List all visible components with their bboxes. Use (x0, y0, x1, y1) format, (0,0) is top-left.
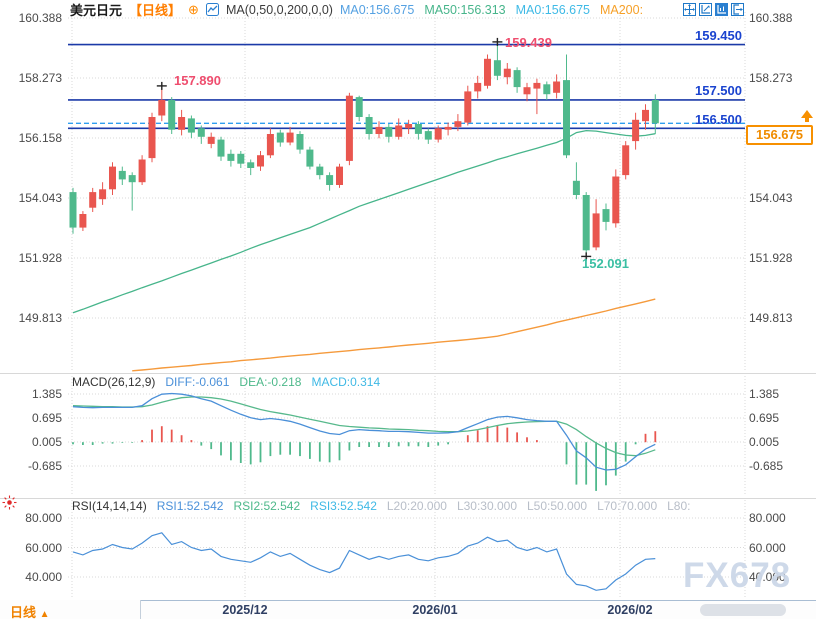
price-annotation: 159.439 (505, 35, 552, 50)
watermark: FX678 (683, 556, 792, 595)
y-axis-label-left: 154.043 (18, 191, 62, 205)
y-axis-label-right: 60.000 (749, 541, 786, 555)
y-axis-label-right: 0.005 (749, 435, 780, 449)
indicator-value: MACD:0.314 (311, 375, 381, 389)
indicator-value: RSI1:52.542 (156, 499, 224, 513)
y-axis-label-left: 156.158 (18, 131, 62, 145)
bottom-bar-separator (140, 600, 141, 619)
y-axis-label-right: 80.000 (749, 511, 786, 525)
current-price-value: 156.675 (756, 127, 803, 142)
y-axis-label-right: 0.695 (749, 411, 780, 425)
ma-value: MA0:156.675 (339, 2, 415, 17)
indicator-value: L70:70.000 (597, 499, 658, 513)
y-axis-label-left: 0.695 (31, 411, 62, 425)
y-axis-label-left: 40.000 (25, 570, 62, 584)
y-axis-label-right: 151.928 (749, 251, 793, 265)
circle-plus-icon[interactable]: ⊕ (188, 2, 199, 17)
y-axis-label-right: 40.000 (749, 570, 786, 584)
live-indicator-icon (2, 495, 17, 510)
y-axis-label-right: 154.043 (749, 191, 793, 205)
indicator-value: L30:30.000 (456, 499, 517, 513)
rsi-header: RSI(14,14,14) RSI1:52.542 RSI2:52.542 RSI3:… (72, 499, 690, 513)
level-price-label: 156.500 (695, 112, 742, 127)
indicator-value: L20:20.000 (386, 499, 447, 513)
current-price-box: 156.675 (746, 125, 813, 145)
timeframe-tag[interactable]: 【日线】 (129, 3, 182, 18)
y-axis-label-left: 0.005 (31, 435, 62, 449)
level-price-label: 159.450 (695, 28, 742, 43)
level-price-label: 157.500 (695, 83, 742, 98)
macd-histogram (72, 425, 657, 491)
y-axis-label-right: 1.385 (749, 387, 780, 401)
y-axis-label-left: 158.273 (18, 71, 62, 85)
y-axis-label-left: 80.000 (25, 511, 62, 525)
ma-settings-label[interactable]: MA(0,50,0,200,0,0) (225, 2, 333, 17)
indicator-value: RSI2:52.542 (233, 499, 301, 513)
axis-scale-icon[interactable] (699, 3, 712, 16)
ma-values: MA0:156.675 MA50:156.313 MA0:156.675 MA200: (340, 3, 643, 17)
macd-header: MACD(26,12,9) DIFF:-0.061 DEA:-0.218 MACD:0… (72, 375, 380, 389)
y-axis-label-right: 149.813 (749, 311, 793, 325)
y-axis-label-right: -0.685 (749, 459, 784, 473)
chevron-up-icon: ▲ (39, 609, 50, 619)
price-annotation: 157.890 (174, 73, 221, 88)
indicator-value: L50:50.000 (527, 499, 588, 513)
indicator-chart-icon[interactable] (205, 3, 219, 16)
ma200-line (132, 298, 656, 372)
pan-icon[interactable] (683, 3, 696, 16)
macd-settings-label[interactable]: MACD(26,12,9) (72, 375, 156, 389)
timeframe-selector[interactable]: 日线 ▲ (10, 605, 50, 619)
panel-dividers (0, 373, 816, 499)
indicator-value: L80: (667, 499, 691, 513)
price-up-arrow-icon (801, 110, 815, 124)
dea-line (72, 396, 656, 457)
symbol-title: 美元日元 (70, 3, 123, 18)
ma50-line (72, 129, 656, 314)
indicator-value: RSI3:52.542 (310, 499, 377, 513)
y-axis-label-left: 149.813 (18, 311, 62, 325)
bottom-bar: 日线 ▲ 2025/12 2026/01 2026/02 (0, 600, 816, 619)
x-axis-date-label: 2025/12 (222, 603, 268, 617)
indicator-value: DEA:-0.218 (239, 375, 302, 389)
cross-markers (156, 37, 592, 261)
x-axis-date-label: 2026/02 (607, 603, 653, 617)
rsi-settings-label[interactable]: RSI(14,14,14) (72, 499, 147, 513)
y-axis-label-left: 60.000 (25, 541, 62, 555)
horizontal-scrollbar-thumb[interactable] (700, 604, 786, 616)
y-axis-label-right: 160.388 (749, 11, 793, 25)
ma-value: MA200: (599, 2, 644, 17)
price-annotation: 152.091 (582, 256, 629, 271)
rsi-line (72, 532, 656, 591)
y-axis-label-left: 151.928 (18, 251, 62, 265)
chart-header: 美元日元 【日线】 ⊕ MA(0,50,0,200,0,0) MA0:156.6… (70, 2, 643, 19)
indicator-value: DIFF:-0.061 (165, 375, 230, 389)
bar-scale-icon[interactable] (715, 3, 728, 16)
exit-icon[interactable] (731, 3, 744, 16)
ma-value: MA50:156.313 (424, 2, 506, 17)
x-axis-date-label: 2026/01 (412, 603, 458, 617)
ma-value: MA0:156.675 (515, 2, 590, 17)
y-axis-label-right: 158.273 (749, 71, 793, 85)
candles (69, 44, 659, 254)
chart-toolbar (683, 3, 744, 16)
y-axis-label-left: 1.385 (31, 387, 62, 401)
bottom-bar-border (140, 600, 816, 601)
y-axis-label-left: 160.388 (18, 11, 62, 25)
diff-line (72, 392, 656, 471)
macd-plot (72, 392, 657, 491)
y-axis-label-left: -0.685 (27, 459, 62, 473)
